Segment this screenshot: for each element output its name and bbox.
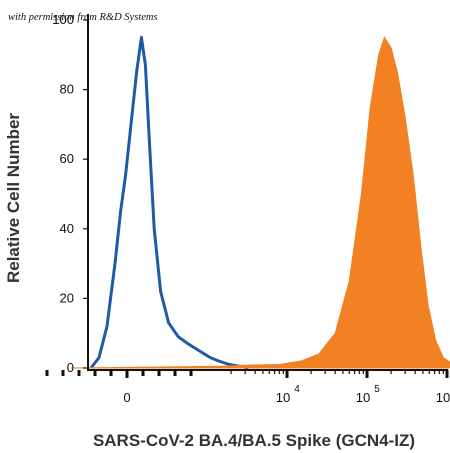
series-layer (70, 35, 450, 370)
y-tick-label-0: 0 (67, 360, 74, 375)
x-tick-exponent-1: 4 (294, 384, 300, 395)
x-tick-label-2: 10 (356, 390, 370, 405)
y-tick-label-40: 40 (60, 221, 74, 236)
permission-credit: with permission from R&D Systems (8, 12, 158, 23)
x-tick-label-1: 10 (276, 390, 290, 405)
histogram-filled-series-1 (70, 36, 450, 369)
x-tick-label-3: 10 (436, 390, 450, 405)
x-tick-exponent-2: 5 (374, 384, 380, 395)
label-layer: with permission from R&D Systems SARS-Co… (4, 12, 415, 450)
y-axis-title: Relative Cell Number (4, 113, 23, 283)
histogram-outline-series-0 (89, 35, 249, 370)
y-tick-label-60: 60 (60, 151, 74, 166)
x-tick-label-0: 0 (123, 390, 130, 405)
y-tick-label-100: 100 (52, 12, 74, 27)
x-axis-title: SARS-CoV-2 BA.4/BA.5 Spike (GCN4-IZ) (93, 431, 415, 450)
y-tick-label-20: 20 (60, 290, 74, 305)
y-tick-label-80: 80 (60, 82, 74, 97)
axis-layer: 0204060801000104105106107 (45, 12, 450, 405)
